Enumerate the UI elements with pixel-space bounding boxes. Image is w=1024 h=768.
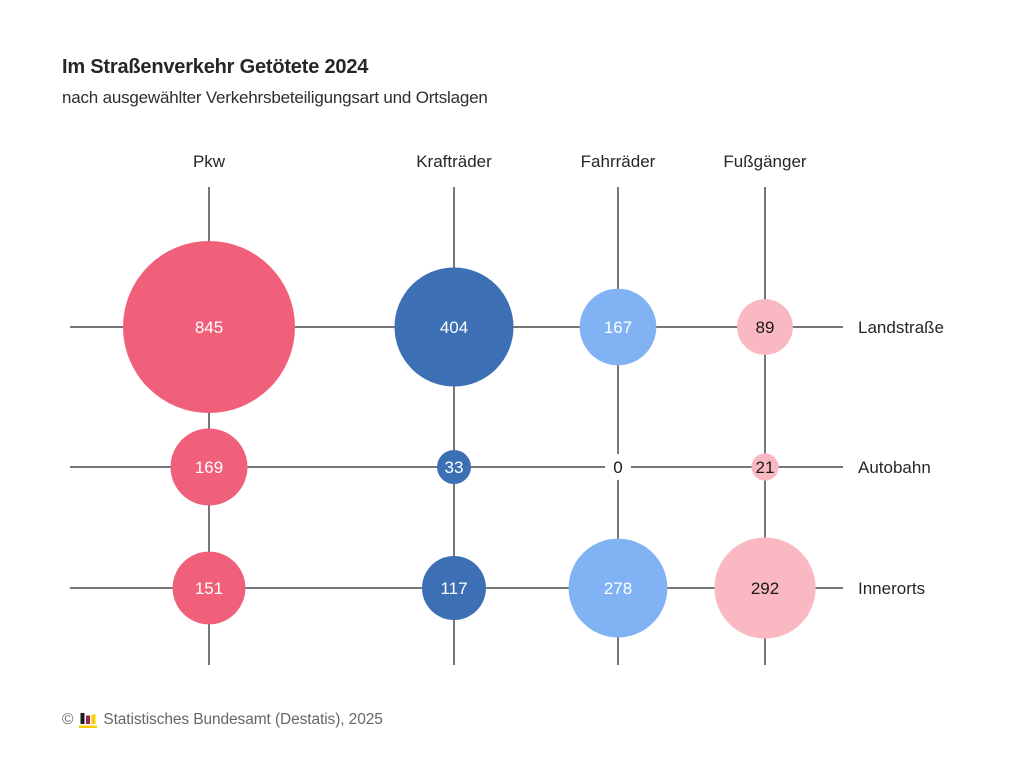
bubble-value: 845 <box>195 318 223 337</box>
zero-gap <box>605 454 631 480</box>
bubble <box>437 450 471 484</box>
bubble <box>172 551 246 625</box>
bubble <box>422 556 486 620</box>
bubble <box>751 453 779 481</box>
bubble-value: 89 <box>756 318 775 337</box>
row-label: Innerorts <box>858 579 925 598</box>
destatis-logo-icon <box>79 713 98 728</box>
bubble-value-zero: 0 <box>613 458 622 477</box>
source-note: © Statistisches Bundesamt (Destatis), 20… <box>62 711 383 729</box>
bubble <box>568 538 668 638</box>
chart-title: Im Straßenverkehr Getötete 2024 <box>62 56 369 78</box>
copyright-symbol: © <box>62 711 74 728</box>
row-label: Autobahn <box>858 458 931 477</box>
column-header: Fußgänger <box>723 152 806 171</box>
chart-header: Im Straßenverkehr Getötete 2024 nach aus… <box>62 56 488 108</box>
bubble <box>714 537 816 639</box>
bubble-value: 404 <box>440 318 468 337</box>
bubble-value: 278 <box>604 579 632 598</box>
column-header: Fahrräder <box>581 152 656 171</box>
bubble-value: 167 <box>604 318 632 337</box>
bubble <box>170 428 248 506</box>
bubble <box>394 267 514 387</box>
bubble-value: 169 <box>195 458 223 477</box>
bubble-value: 21 <box>756 458 775 477</box>
bubble-value: 151 <box>195 579 223 598</box>
bubble-value: 292 <box>751 579 779 598</box>
bubble-value: 33 <box>445 458 464 477</box>
column-header: Krafträder <box>416 152 492 171</box>
row-label: Landstraße <box>858 318 944 337</box>
bubble-value: 117 <box>440 579 467 598</box>
bubble <box>123 241 295 413</box>
bubble <box>579 288 657 366</box>
bubble <box>737 299 793 355</box>
chart-subtitle: nach ausgewählter Verkehrsbeteiligungsar… <box>62 88 488 107</box>
column-header: Pkw <box>193 152 226 171</box>
source-text: Statistisches Bundesamt (Destatis), 2025 <box>103 711 383 728</box>
